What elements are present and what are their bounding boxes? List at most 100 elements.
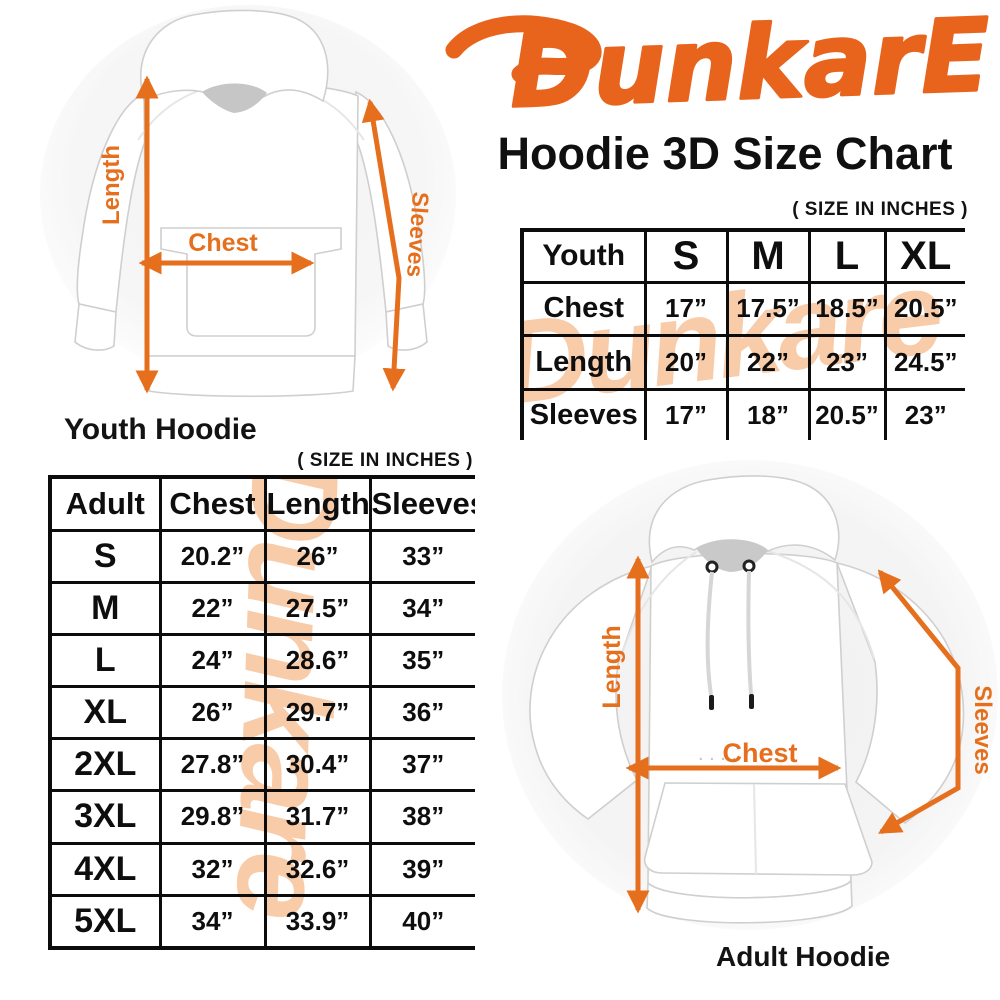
row-label: Sleeves: [520, 387, 647, 440]
drawstring-left: [705, 571, 714, 696]
table-cell: 29.7”: [263, 685, 372, 741]
table-cell: 22”: [158, 580, 267, 636]
row-label: Length: [520, 333, 647, 391]
table-row: 3XL 29.8” 31.7” 38”: [48, 789, 475, 845]
table-cell: 23”: [883, 387, 965, 440]
table-cell: 17.5”: [725, 280, 811, 337]
table-cell: 27.8”: [158, 737, 267, 793]
hoodie-right-cuff: [385, 303, 428, 351]
logo-text: DunkarE: [508, 0, 992, 130]
column-header: Sleeves: [368, 475, 475, 532]
youth-size-unit-note: ( SIZE IN INCHES ): [792, 199, 968, 220]
table-cell: 39”: [368, 841, 475, 897]
table-cell: 38”: [368, 789, 475, 845]
kangaroo-pocket: [643, 782, 873, 876]
table-cell: 18”: [725, 387, 811, 440]
table-cell: 26”: [263, 528, 372, 584]
table-cell: 18.5”: [807, 280, 887, 337]
table-cell: 29.8”: [158, 789, 267, 845]
length-label: Length: [598, 625, 626, 708]
table-cell: 34”: [368, 580, 475, 636]
length-label: Length: [98, 145, 125, 225]
table-cell: 26”: [158, 685, 267, 741]
column-header: Adult: [48, 475, 162, 532]
table-cell: 32.6”: [263, 841, 372, 897]
table-row: S 20.2” 26” 33”: [48, 528, 475, 584]
table-row: M 22” 27.5” 34”: [48, 580, 475, 636]
hood-opening-shadow: [202, 83, 267, 113]
table-cell: 30.4”: [263, 737, 372, 793]
logo-swash: [445, 15, 602, 83]
drawstring-aglet-left: [709, 695, 714, 710]
column-header: L: [807, 228, 887, 284]
brand-logo: DunkarE: [445, 0, 993, 130]
table-cell: 23”: [807, 333, 887, 391]
sleeves-label: Sleeves: [969, 685, 996, 774]
adult-size-table: Adult Chest Length Sleeves S 20.2” 26” 3…: [48, 475, 475, 950]
sleeves-arrow: [361, 98, 406, 392]
table-row: L 24” 28.6” 35”: [48, 632, 475, 689]
drawstring-aglet-right: [749, 694, 754, 709]
row-label: XL: [48, 685, 162, 741]
table-cell: 17”: [643, 387, 729, 440]
hoodie-hem-band: [646, 879, 853, 924]
table-row: Length 20” 22” 23” 24.5”: [520, 333, 965, 391]
table-cell: 34”: [158, 893, 267, 950]
chest-dots: . . . .: [698, 743, 737, 765]
table-cell: 17”: [643, 280, 729, 337]
sleeves-label: Sleeves: [402, 191, 434, 278]
table-cell: 20.2”: [158, 528, 267, 584]
table-cell: 40”: [368, 893, 475, 950]
adult-hoodie-caption: Adult Hoodie: [716, 941, 891, 972]
hoodie-left-cuff: [74, 303, 117, 351]
chest-label: Chest: [188, 229, 258, 257]
youth-hoodie-figure: Length Chest Sleeves: [40, 5, 456, 398]
sleeves-arrow: [877, 569, 961, 835]
page-title: Hoodie 3D Size Chart: [497, 128, 953, 179]
table-row: Chest 17” 17.5” 18.5” 20.5”: [520, 280, 965, 337]
table-cell: 31.7”: [263, 789, 372, 845]
pocket-center-seam: [753, 783, 757, 875]
table-row: 2XL 27.8” 30.4” 37”: [48, 737, 475, 793]
table-row: Adult Chest Length Sleeves: [48, 475, 475, 532]
column-header: S: [643, 228, 729, 284]
adult-hoodie-figure: . . . . Length Chest Sleeves: [502, 460, 998, 930]
youth-size-table-container: Dunkare Youth S M L XL Chest 17” 17.5” 1…: [520, 228, 965, 440]
row-label: 4XL: [48, 841, 162, 897]
drawstring-eyelet-left: [705, 560, 719, 574]
table-cell: 22”: [725, 333, 811, 391]
table-row: Youth S M L XL: [520, 228, 965, 284]
table-cell: 27.5”: [263, 580, 372, 636]
table-cell: 20”: [643, 333, 729, 391]
hoodie-left-arm: [529, 564, 654, 820]
table-cell: 33”: [368, 528, 475, 584]
table-cell: 32”: [158, 841, 267, 897]
hoodie-left-sleeve: [76, 90, 149, 313]
table-cell: 36”: [368, 685, 475, 741]
adult-size-table-container: Dunkare Adult Chest Length Sleeves S 20.…: [48, 475, 475, 950]
row-label: L: [48, 632, 162, 689]
row-label: 3XL: [48, 789, 162, 845]
chest-label: Chest: [722, 738, 797, 768]
table-cell: 24.5”: [883, 333, 965, 391]
drawstring-eyelet-right: [742, 559, 756, 573]
raglan-seam-right: [767, 550, 875, 659]
table-cell: 24”: [158, 632, 267, 689]
raglan-seam-left: [619, 551, 697, 661]
row-label: M: [48, 580, 162, 636]
table-cell: 28.6”: [263, 632, 372, 689]
table-cell: 33.9”: [263, 893, 372, 950]
table-cell: 20.5”: [883, 280, 965, 337]
hoodie-hem-band: [146, 355, 356, 398]
column-header: M: [725, 228, 811, 284]
row-label: S: [48, 528, 162, 584]
table-row: Sleeves 17” 18” 20.5” 23”: [520, 387, 965, 440]
youth-size-table: Youth S M L XL Chest 17” 17.5” 18.5” 20.…: [520, 228, 965, 440]
youth-hoodie-caption: Youth Hoodie: [64, 413, 257, 446]
table-row: 5XL 34” 33.9” 40”: [48, 893, 475, 950]
table-row: 4XL 32” 32.6” 39”: [48, 841, 475, 897]
column-header: Chest: [158, 475, 267, 532]
column-header: XL: [883, 228, 965, 284]
table-cell: 20.5”: [807, 387, 887, 440]
